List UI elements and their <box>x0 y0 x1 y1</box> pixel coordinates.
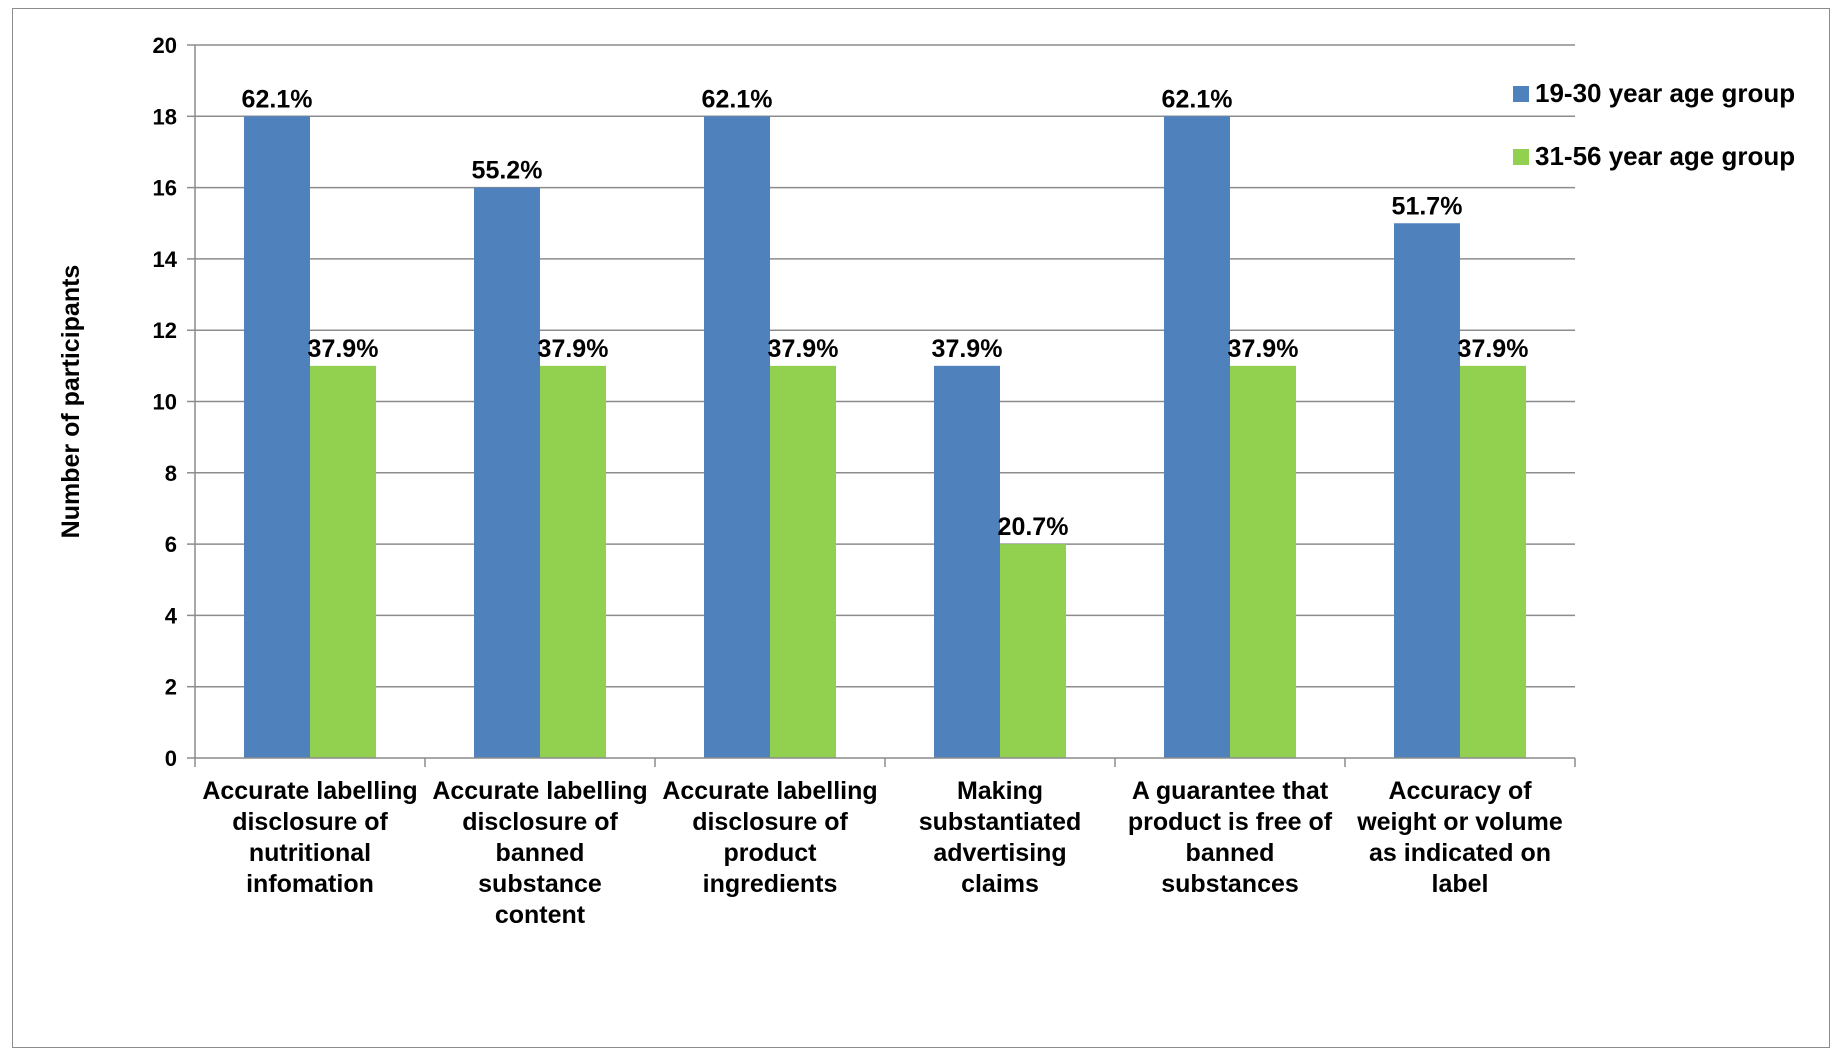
category-label-line: label <box>1432 870 1489 898</box>
category-label-line: Accurate labelling <box>432 777 647 805</box>
gridlines <box>187 44 1575 759</box>
category-label-line: disclosure of <box>232 808 388 836</box>
data-label: 62.1% <box>1162 85 1233 113</box>
category-label-line: weight or volume <box>1356 808 1563 836</box>
category-label-line: substances <box>1161 870 1299 898</box>
data-label: 20.7% <box>998 513 1069 541</box>
axes <box>194 45 1576 767</box>
legend-swatch <box>1513 149 1529 165</box>
category-label-line: Making <box>957 777 1043 805</box>
category-label-line: Accuracy of <box>1388 777 1532 805</box>
bar-series-1 <box>934 365 1000 758</box>
category-label-line: advertising <box>933 839 1066 867</box>
category-label-line: substance <box>478 870 602 898</box>
data-label: 37.9% <box>768 335 839 363</box>
legend: 19-30 year age group 31-56 year age group <box>1513 78 1795 171</box>
y-tick-label: 18 <box>153 104 177 129</box>
data-labels: 62.1% 55.2% 62.1% 37.9% 62.1% 51.7% 37.9% 37.9%… <box>242 85 1529 541</box>
category-label-line: banned <box>1186 839 1275 867</box>
legend-label: 19-30 year age group <box>1535 78 1795 108</box>
data-label: 62.1% <box>242 85 313 113</box>
bar-series-2 <box>1000 544 1066 758</box>
y-axis-title: Number of participants <box>57 265 85 539</box>
data-label: 37.9% <box>1228 335 1299 363</box>
category-label-line: claims <box>961 870 1039 898</box>
category-label-line: nutritional <box>249 839 371 867</box>
y-tick-label: 0 <box>165 746 177 771</box>
data-label: 55.2% <box>472 157 543 185</box>
y-tick-label: 12 <box>153 318 177 343</box>
data-label: 62.1% <box>702 85 773 113</box>
chart-frame: 0 2 4 6 8 10 12 14 16 18 20 Accurate labelling disc… <box>12 8 1830 1048</box>
bar-series-2 <box>1460 365 1526 758</box>
bar-series-1 <box>1164 116 1230 759</box>
category-label-line: A guarantee that <box>1132 777 1329 805</box>
category-label-line: disclosure of <box>692 808 848 836</box>
data-label: 51.7% <box>1392 192 1463 220</box>
data-label: 37.9% <box>538 335 609 363</box>
y-tick-label: 10 <box>153 390 177 415</box>
category-label-line: Accurate labelling <box>662 777 877 805</box>
y-tick-label: 2 <box>165 675 177 700</box>
data-label: 37.9% <box>1458 335 1529 363</box>
y-tick-label: 8 <box>165 461 177 486</box>
y-tick-label: 4 <box>165 603 178 628</box>
legend-swatch <box>1513 86 1529 102</box>
bar-series-1 <box>474 187 540 759</box>
y-tick-label: 16 <box>153 176 177 201</box>
category-label-line: Accurate labelling <box>202 777 417 805</box>
category-label-line: product is free of <box>1128 808 1333 836</box>
category-label-line: banned <box>496 839 585 867</box>
bar-series-1 <box>704 116 770 759</box>
y-tick-label: 20 <box>153 33 177 58</box>
legend-label: 31-56 year age group <box>1535 141 1795 171</box>
category-label-line: infomation <box>246 870 374 898</box>
bar-series-1 <box>1394 223 1460 758</box>
category-label-line: ingredients <box>703 870 838 898</box>
y-tick-label: 6 <box>165 532 177 557</box>
bars <box>244 116 1526 759</box>
bar-chart: 0 2 4 6 8 10 12 14 16 18 20 Accurate labelling disc… <box>57 33 1795 929</box>
bar-series-1 <box>244 116 310 759</box>
bar-series-2 <box>540 365 606 758</box>
data-label: 37.9% <box>308 335 379 363</box>
category-label-line: product <box>723 839 817 867</box>
category-labels: Accurate labelling disclosure of nutrition… <box>202 777 1563 929</box>
bar-series-2 <box>310 365 376 758</box>
category-label-line: content <box>495 901 586 929</box>
y-tick-label: 14 <box>153 247 178 272</box>
bar-series-2 <box>1230 365 1296 758</box>
category-label-line: as indicated on <box>1369 839 1551 867</box>
data-label: 37.9% <box>932 335 1003 363</box>
category-label-line: substantiated <box>919 808 1082 836</box>
bar-series-2 <box>770 365 836 758</box>
category-label-line: disclosure of <box>462 808 618 836</box>
y-tick-labels: 0 2 4 6 8 10 12 14 16 18 20 <box>153 33 178 771</box>
